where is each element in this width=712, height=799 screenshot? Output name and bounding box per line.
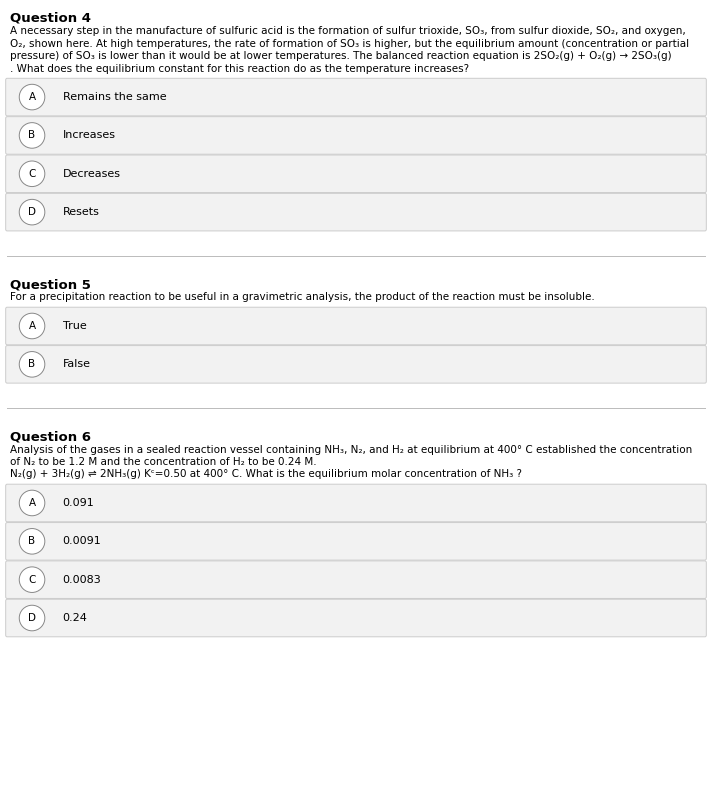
Ellipse shape bbox=[19, 199, 45, 225]
Ellipse shape bbox=[19, 122, 45, 148]
Text: Remains the same: Remains the same bbox=[63, 92, 166, 102]
FancyBboxPatch shape bbox=[6, 193, 706, 231]
Text: D: D bbox=[28, 207, 36, 217]
FancyBboxPatch shape bbox=[6, 599, 706, 637]
Text: A: A bbox=[28, 92, 36, 102]
Text: A: A bbox=[28, 498, 36, 508]
FancyBboxPatch shape bbox=[6, 484, 706, 522]
Ellipse shape bbox=[19, 352, 45, 377]
Text: O₂, shown here. At high temperatures, the rate of formation of SO₃ is higher, bu: O₂, shown here. At high temperatures, th… bbox=[10, 38, 689, 49]
Text: . What does the equilibrium constant for this reaction do as the temperature inc: . What does the equilibrium constant for… bbox=[10, 63, 469, 74]
Text: Question 6: Question 6 bbox=[10, 430, 91, 443]
Text: of N₂ to be 1.2 M and the concentration of H₂ to be 0.24 M.: of N₂ to be 1.2 M and the concentration … bbox=[10, 457, 317, 467]
FancyBboxPatch shape bbox=[6, 561, 706, 598]
Ellipse shape bbox=[19, 566, 45, 592]
Text: Question 4: Question 4 bbox=[10, 12, 91, 25]
Text: D: D bbox=[28, 613, 36, 623]
Text: N₂(g) + 3H₂(g) ⇌ 2NH₃(g) Kᶜ=0.50 at 400° C. What is the equilibrium molar concen: N₂(g) + 3H₂(g) ⇌ 2NH₃(g) Kᶜ=0.50 at 400°… bbox=[10, 469, 522, 479]
Ellipse shape bbox=[19, 313, 45, 339]
Ellipse shape bbox=[19, 161, 45, 186]
Text: Resets: Resets bbox=[63, 207, 100, 217]
Text: A: A bbox=[28, 321, 36, 331]
FancyBboxPatch shape bbox=[6, 117, 706, 154]
Text: 0.0091: 0.0091 bbox=[63, 536, 101, 547]
Text: Increases: Increases bbox=[63, 130, 115, 141]
Text: B: B bbox=[28, 536, 36, 547]
Text: Analysis of the gases in a sealed reaction vessel containing NH₃, N₂, and H₂ at : Analysis of the gases in a sealed reacti… bbox=[10, 444, 692, 455]
Text: 0.091: 0.091 bbox=[63, 498, 95, 508]
Text: Question 5: Question 5 bbox=[10, 278, 91, 291]
Text: B: B bbox=[28, 130, 36, 141]
FancyBboxPatch shape bbox=[6, 523, 706, 560]
FancyBboxPatch shape bbox=[6, 345, 706, 383]
Text: pressure) of SO₃ is lower than it would be at lower temperatures. The balanced r: pressure) of SO₃ is lower than it would … bbox=[10, 51, 671, 62]
FancyBboxPatch shape bbox=[6, 78, 706, 116]
Text: 0.24: 0.24 bbox=[63, 613, 88, 623]
Ellipse shape bbox=[19, 605, 45, 630]
Text: Decreases: Decreases bbox=[63, 169, 120, 179]
Text: A necessary step in the manufacture of sulfuric acid is the formation of sulfur : A necessary step in the manufacture of s… bbox=[10, 26, 686, 37]
Text: B: B bbox=[28, 360, 36, 369]
Text: For a precipitation reaction to be useful in a gravimetric analysis, the product: For a precipitation reaction to be usefu… bbox=[10, 292, 595, 303]
Ellipse shape bbox=[19, 84, 45, 109]
Text: True: True bbox=[63, 321, 86, 331]
Ellipse shape bbox=[19, 528, 45, 554]
Text: False: False bbox=[63, 360, 90, 369]
Ellipse shape bbox=[19, 490, 45, 515]
Text: C: C bbox=[28, 574, 36, 585]
Text: C: C bbox=[28, 169, 36, 179]
FancyBboxPatch shape bbox=[6, 155, 706, 193]
Text: 0.0083: 0.0083 bbox=[63, 574, 101, 585]
FancyBboxPatch shape bbox=[6, 307, 706, 344]
